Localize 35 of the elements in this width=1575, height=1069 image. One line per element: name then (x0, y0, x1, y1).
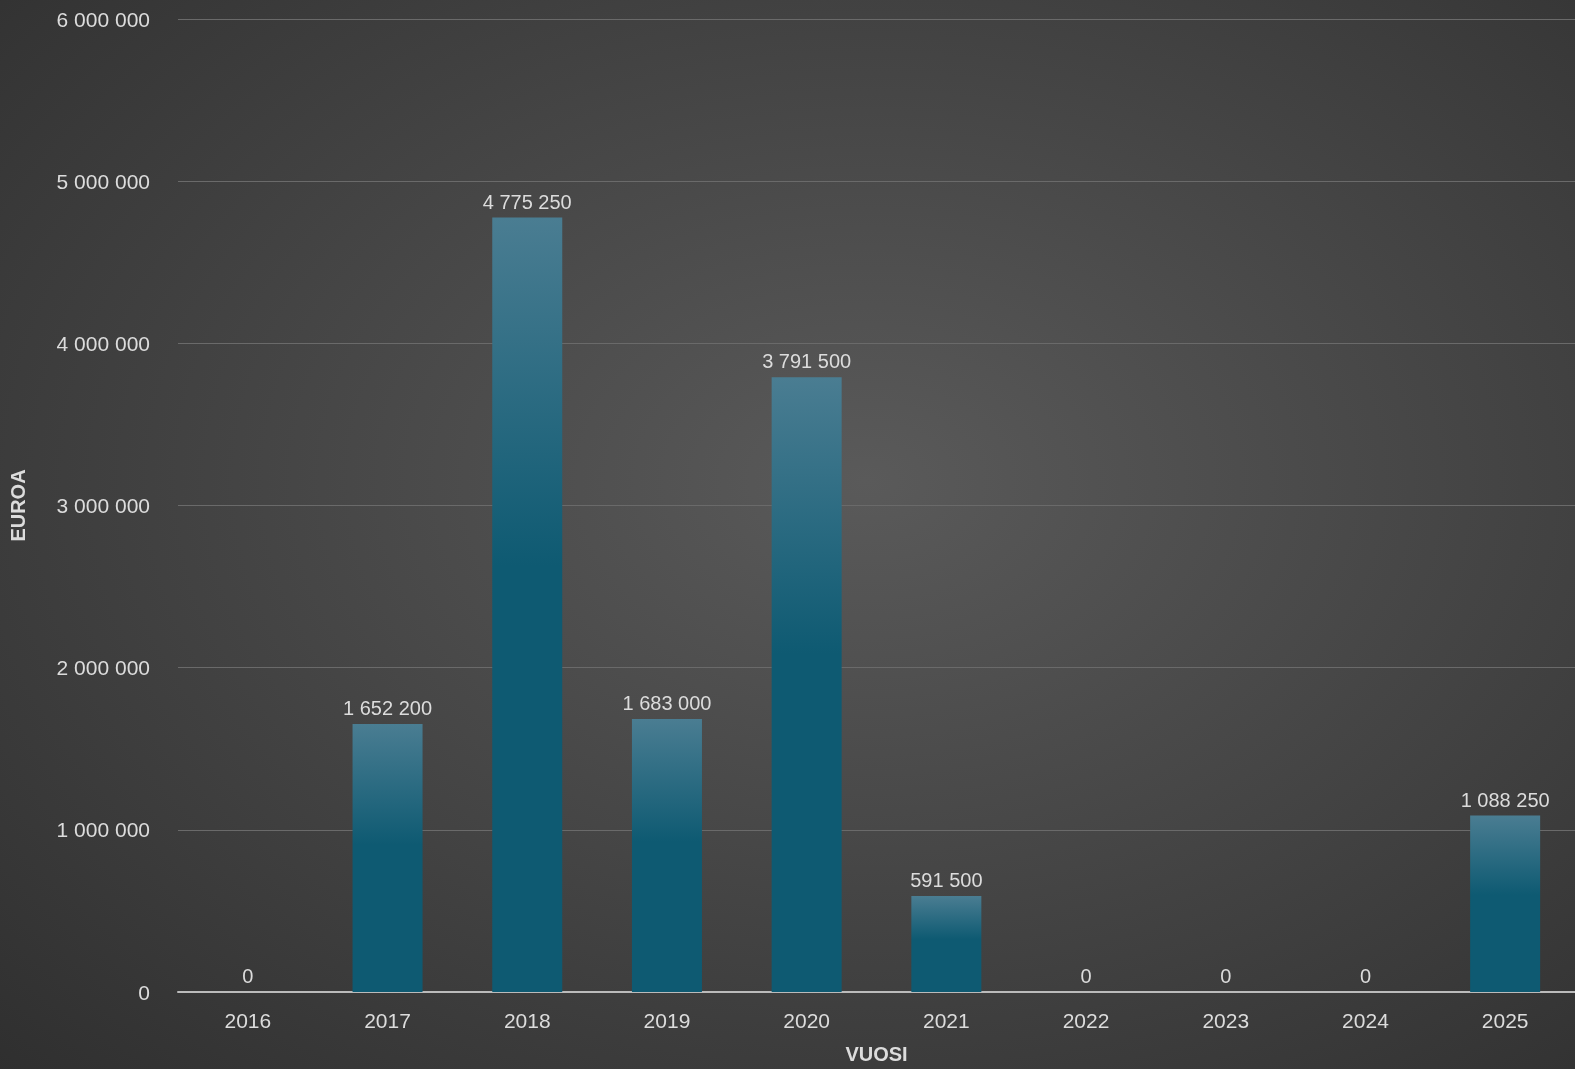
data-label: 0 (242, 965, 254, 987)
y-axis-title: EUROA (7, 469, 29, 542)
data-label: 4 775 250 (482, 190, 572, 213)
bar (771, 377, 842, 992)
data-label: 3 791 500 (762, 350, 852, 373)
x-tick-label: 2019 (643, 1009, 691, 1032)
x-axis-title: VUOSI (845, 1043, 908, 1065)
data-label: 0 (1220, 965, 1232, 987)
x-tick-label: 2017 (364, 1009, 411, 1032)
data-label: 1 652 200 (343, 697, 433, 720)
data-label: 591 500 (910, 869, 983, 892)
x-tick-label: 2018 (503, 1009, 551, 1032)
y-tick-label: 6 000 000 (56, 7, 150, 31)
bar (631, 719, 702, 992)
data-label: 1 088 250 (1460, 788, 1550, 811)
bar (911, 896, 982, 992)
bar (492, 217, 563, 992)
x-tick-label: 2025 (1481, 1009, 1529, 1032)
y-tick-label: 0 (138, 980, 150, 1004)
y-tick-label: 1 000 000 (56, 818, 150, 842)
data-label: 0 (1359, 965, 1372, 987)
data-label: 0 (1080, 965, 1092, 987)
y-tick-label: 3 000 000 (56, 494, 150, 517)
x-tick-label: 2021 (922, 1009, 970, 1032)
x-tick-label: 2022 (1062, 1009, 1110, 1032)
bar (352, 724, 423, 992)
data-label: 1 683 000 (622, 692, 712, 715)
x-tick-label: 2020 (783, 1009, 831, 1032)
y-tick-label: 4 000 000 (56, 331, 150, 355)
y-tick-label: 5 000 000 (56, 169, 150, 193)
x-tick-label: 2023 (1202, 1009, 1250, 1032)
y-tick-label: 2 000 000 (56, 656, 150, 680)
bar (1470, 815, 1541, 992)
x-tick-label: 2024 (1342, 1009, 1390, 1032)
x-tick-label: 2016 (224, 1009, 272, 1032)
